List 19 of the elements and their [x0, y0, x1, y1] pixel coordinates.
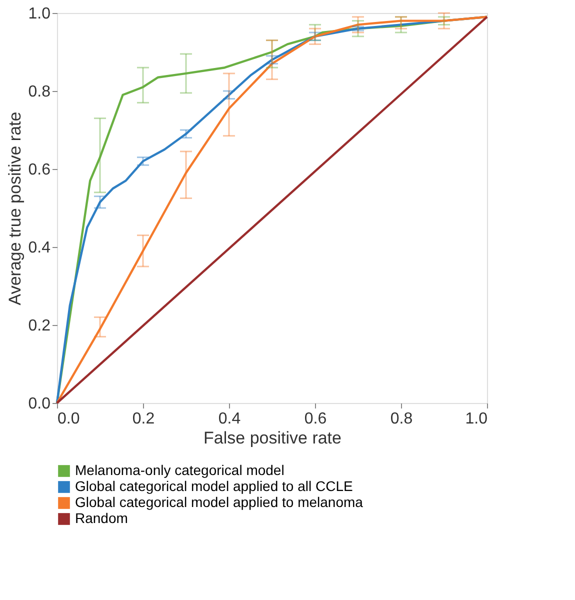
legend-label: Global categorical model applied to melanoma	[75, 494, 364, 510]
x-tick-label: 0.6	[304, 410, 327, 428]
line-series	[56, 16, 488, 404]
y-axis-title: Average true positive rate	[5, 112, 24, 306]
x-tick-label: 0.8	[390, 410, 413, 428]
legend-label: Melanoma-only categorical model	[75, 462, 284, 478]
y-tick-label: 0.2	[28, 318, 51, 334]
x-tick-label: 0.4	[218, 410, 241, 428]
legend-label: Random	[75, 510, 128, 526]
y-tick-label: 0.6	[28, 162, 51, 178]
y-tick-label: 0.4	[28, 240, 51, 256]
y-tick-label: 0.8	[28, 84, 51, 100]
x-tick-label: 0.2	[132, 410, 155, 428]
y-tick-label: 0.0	[28, 396, 51, 412]
x-tick-label: 0.0	[58, 410, 80, 428]
x-axis-title: False positive rate	[204, 428, 342, 448]
y-tick-label: 1.0	[28, 6, 51, 22]
legend-label: Global categorical model applied to all CCLE	[75, 478, 353, 494]
x-tick-label: 1.0	[465, 410, 488, 428]
